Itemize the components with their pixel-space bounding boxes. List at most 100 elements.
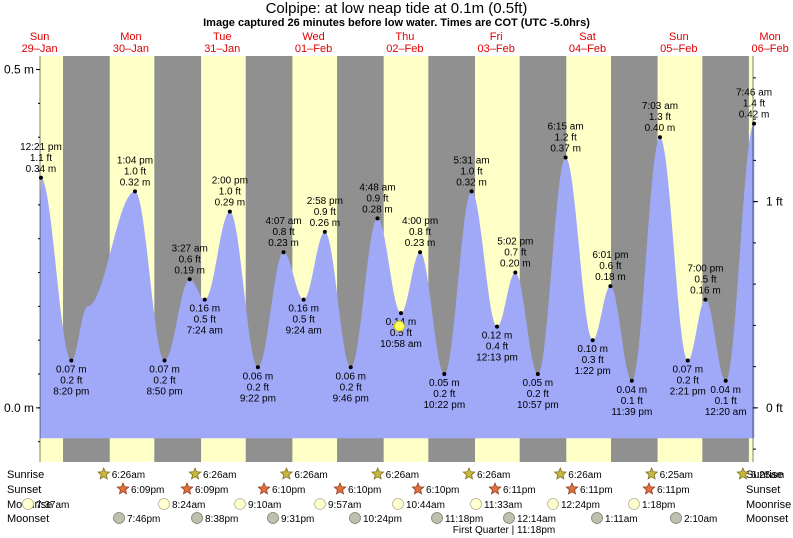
sunrise-time-4: 6:26am	[477, 470, 510, 481]
chart-title: Colpipe: at low neap tide at 0.1m (0.5ft…	[265, 0, 528, 17]
tide-time-23: 6:01 pm	[592, 250, 628, 261]
sunset-time-7: 6:11pm	[657, 485, 690, 496]
row-label-right-3: Moonset	[746, 513, 788, 525]
tide-time-6: 7:24 am	[187, 326, 223, 337]
tide-time-24: 11:39 pm	[611, 407, 652, 418]
tide-point-26	[685, 358, 690, 363]
tide-time-10: 9:24 am	[286, 326, 322, 337]
sunset-time-0: 6:09pm	[131, 485, 164, 496]
tide-time-27: 7:00 pm	[687, 264, 723, 275]
sunrise-icon	[188, 466, 202, 480]
moonset-time-7: 2:10am	[684, 514, 717, 525]
sunrise-icon	[736, 466, 750, 480]
tide-time-16: 10:22 pm	[423, 400, 465, 411]
tide-m-16: 0.05 m	[429, 378, 460, 389]
day-name-3: Wed	[302, 31, 324, 43]
tide-m-13: 0.28 m	[362, 204, 393, 215]
moonset-time-6: 1:11am	[605, 514, 638, 525]
sunset-time-1: 6:09pm	[195, 485, 228, 496]
moonrise-time-6: 12:24pm	[561, 500, 600, 511]
tide-m-15: 0.23 m	[405, 238, 436, 249]
tide-ft-29: 1.4 ft	[743, 99, 765, 110]
tide-ft-14: 0.5 ft	[390, 328, 412, 339]
current-time-marker	[393, 320, 405, 332]
sunrise-icon	[644, 466, 659, 480]
row-label-right-1: Sunset	[746, 484, 780, 496]
tide-time-5: 3:27 am	[172, 243, 208, 254]
moonrise-icon	[547, 498, 559, 510]
tide-m-19: 0.20 m	[500, 259, 531, 270]
tide-m-1: 0.07 m	[56, 365, 87, 376]
sunrise-icon	[96, 466, 111, 480]
tide-m-3: 0.32 m	[120, 177, 151, 188]
sunset-icon	[411, 481, 425, 495]
tide-m-20: 0.05 m	[523, 378, 554, 389]
day-date-5: 03–Feb	[478, 43, 515, 55]
moonrise-time-3: 9:57am	[328, 500, 361, 511]
sunset-icon	[642, 481, 656, 495]
tide-point-24	[629, 378, 634, 383]
tide-area	[40, 123, 755, 439]
sunset-icon	[565, 481, 579, 495]
tide-m-0: 0.34 m	[26, 164, 57, 175]
tide-ft-9: 0.8 ft	[272, 227, 294, 238]
tide-m-6: 0.16 m	[189, 304, 220, 315]
tide-m-5: 0.19 m	[174, 265, 205, 276]
tide-m-24: 0.04 m	[617, 385, 648, 396]
tide-ft-10: 0.5 ft	[293, 315, 315, 326]
tide-ft-26: 0.2 ft	[677, 376, 699, 387]
tide-point-11	[322, 229, 327, 234]
tide-ft-28: 0.1 ft	[715, 396, 737, 407]
moonset-icon	[113, 512, 125, 524]
tide-time-25: 7:03 am	[642, 101, 678, 112]
tide-time-12: 9:46 pm	[333, 393, 369, 404]
row-label-right-2: Moonrise	[746, 499, 791, 511]
tide-m-11: 0.26 m	[310, 218, 341, 229]
tide-point-25	[657, 135, 662, 140]
day-date-8: 06–Feb	[751, 43, 788, 55]
day-date-3: 01–Feb	[295, 43, 332, 55]
tide-time-17: 5:31 am	[453, 155, 489, 166]
day-name-8: Mon	[759, 31, 780, 43]
moonrise-icon	[314, 498, 326, 510]
tide-point-0	[38, 175, 43, 180]
moonrise-time-1: 8:24am	[172, 500, 205, 511]
tide-m-21: 0.37 m	[550, 144, 581, 155]
moonset-icon	[591, 512, 603, 524]
right-tick-label-1: 1 ft	[766, 195, 783, 209]
tide-time-28: 12:20 am	[705, 407, 747, 418]
moonset-icon	[267, 512, 279, 524]
tide-point-15	[418, 250, 423, 255]
sunrise-time-3: 6:26am	[386, 470, 419, 481]
sunrise-time-2: 6:26am	[294, 470, 327, 481]
tide-point-7	[227, 209, 232, 214]
tide-point-12	[348, 365, 353, 370]
day-name-5: Fri	[490, 31, 503, 43]
sunset-icon	[116, 481, 130, 495]
tide-point-29	[752, 121, 757, 126]
moonrise-time-0: 7:37am	[36, 500, 69, 511]
tide-m-23: 0.18 m	[595, 272, 626, 283]
sunset-time-5: 6:11pm	[503, 485, 536, 496]
moonrise-icon	[234, 498, 246, 510]
tide-m-10: 0.16 m	[288, 304, 319, 315]
tide-m-27: 0.16 m	[690, 286, 721, 297]
moonset-icon	[503, 512, 515, 524]
sunrise-icon	[462, 466, 476, 480]
moonrise-icon	[158, 498, 170, 510]
day-name-7: Sun	[669, 31, 689, 43]
chart-subtitle: Image captured 26 minutes before low wat…	[203, 17, 590, 29]
tide-ft-4: 0.2 ft	[153, 376, 175, 387]
day-name-0: Sun	[30, 31, 50, 43]
moonset-time-5: 12:14am	[517, 514, 556, 525]
left-tick-label-1: 0.5 m	[4, 63, 34, 77]
sunset-time-6: 6:11pm	[580, 485, 613, 496]
tide-point-23	[608, 284, 613, 289]
tide-ft-25: 1.3 ft	[649, 112, 671, 123]
sunset-time-3: 6:10pm	[348, 485, 381, 496]
tide-m-18: 0.12 m	[482, 331, 513, 342]
tide-time-11: 2:58 pm	[307, 196, 343, 207]
day-date-7: 05–Feb	[660, 43, 697, 55]
tide-point-3	[133, 189, 138, 194]
